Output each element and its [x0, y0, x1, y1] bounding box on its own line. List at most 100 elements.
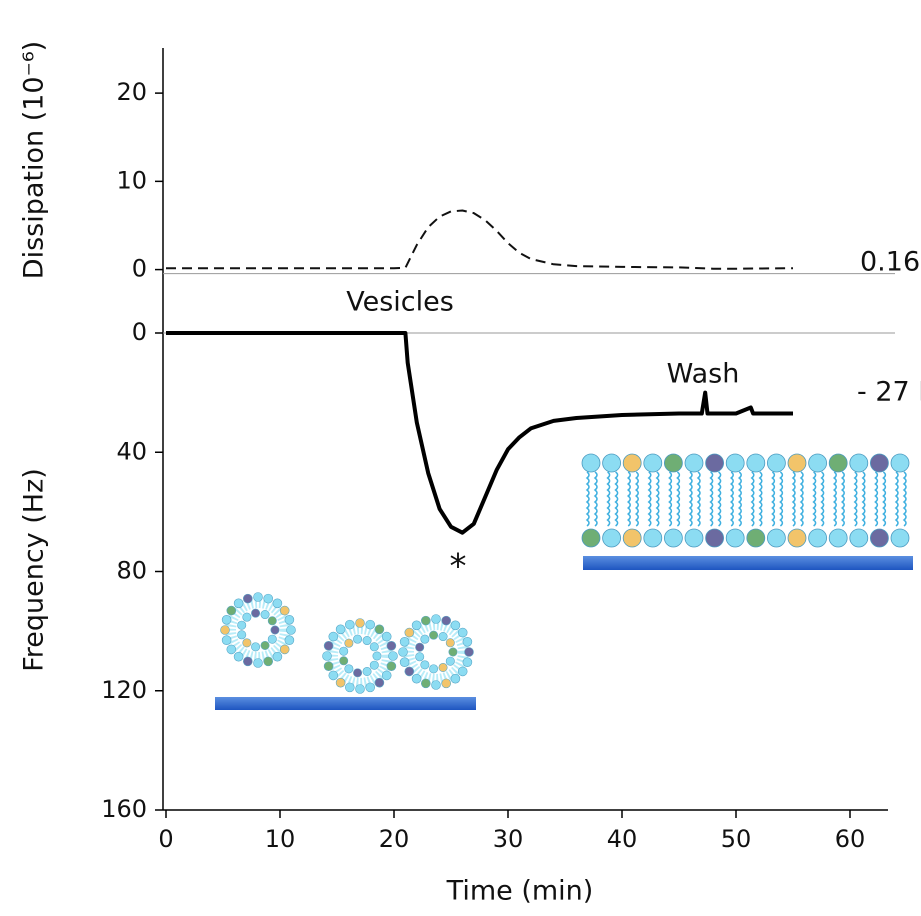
- lipid-head: [746, 453, 766, 473]
- lipid-tail: [717, 471, 722, 527]
- lipid-head: [870, 528, 889, 548]
- lipid-tail: [902, 471, 907, 527]
- y-axis-title: Dissipation (10⁻⁶): [19, 41, 50, 279]
- y-tick-label: 0: [132, 255, 147, 283]
- lipid-head: [438, 662, 448, 672]
- lipid-tail: [771, 471, 776, 527]
- lipid-head: [767, 453, 786, 473]
- lipid-head: [339, 646, 349, 656]
- x-tick-label: 30: [493, 825, 524, 853]
- lipid-head: [450, 620, 461, 631]
- lipid-head: [429, 630, 439, 640]
- lipid-head: [226, 605, 237, 616]
- lipid-head: [429, 664, 439, 674]
- lipid-tail: [688, 471, 693, 527]
- lipid-tail: [668, 471, 673, 527]
- annotation: - 27 Hz: [857, 377, 921, 408]
- x-tick-label: 20: [379, 825, 410, 853]
- lipid-tail: [779, 471, 784, 527]
- lipid-tail: [853, 471, 858, 527]
- x-axis-title: Time (min): [446, 876, 594, 907]
- y-tick-label: 80: [116, 557, 147, 585]
- lipid-tail: [820, 471, 825, 527]
- lipid-head: [344, 638, 354, 648]
- lipid-tail: [709, 471, 714, 527]
- lipid-head: [890, 528, 910, 548]
- lipid-tail: [737, 471, 742, 527]
- lipid-head: [328, 631, 339, 642]
- lipid-head: [420, 660, 430, 670]
- y-tick-label: 40: [116, 437, 147, 465]
- y-tick-label: 120: [101, 676, 147, 704]
- lipid-tail: [655, 471, 660, 527]
- lipid-head: [362, 636, 372, 646]
- lipid-head: [787, 453, 807, 473]
- lipid-head: [808, 453, 827, 473]
- annotation: 0.16: [860, 247, 920, 278]
- lipid-head: [420, 634, 430, 644]
- lipid-head: [355, 684, 365, 694]
- data-line: [166, 331, 793, 535]
- lipid-head: [445, 638, 455, 648]
- lipid-head: [226, 644, 237, 655]
- x-tick-label: 0: [158, 825, 173, 853]
- lipid-head: [602, 453, 621, 473]
- lipid-tail: [874, 471, 879, 527]
- lipid-head: [441, 678, 451, 689]
- lipid-head: [374, 624, 385, 635]
- lipid-head: [415, 642, 425, 652]
- lipid-head: [705, 528, 724, 548]
- lipid-head: [404, 666, 415, 677]
- lipid-head: [622, 528, 642, 548]
- lipid-tail: [606, 471, 611, 527]
- lipid-head: [323, 641, 334, 651]
- y-tick-label: 160: [101, 795, 147, 823]
- lipid-head: [272, 651, 283, 662]
- lipid-head: [353, 668, 363, 678]
- lipid-head: [263, 656, 273, 667]
- lipid-head: [267, 616, 277, 626]
- lipid-head: [323, 661, 334, 671]
- lipid-tail: [750, 471, 755, 527]
- lipid-head: [890, 453, 910, 473]
- lipid-tail: [729, 471, 734, 527]
- lipid-head: [339, 656, 349, 666]
- lipid-head: [828, 453, 848, 473]
- lipid-head: [335, 677, 346, 688]
- lipid-tail: [634, 471, 639, 527]
- lipid-head: [411, 620, 422, 631]
- lipid-head: [787, 528, 807, 548]
- lipid-head: [643, 453, 663, 473]
- illustration: [215, 453, 913, 710]
- lipid-head: [242, 638, 252, 648]
- lipid-head: [220, 625, 230, 635]
- lipid-head: [431, 680, 441, 690]
- lipid-tail: [696, 471, 701, 527]
- annotation: Wash: [667, 359, 740, 390]
- lipid-tail: [614, 471, 619, 527]
- lipid-head: [221, 615, 232, 625]
- lipid-tail: [758, 471, 763, 527]
- lipid-head: [421, 678, 431, 689]
- lipid-head: [253, 592, 263, 602]
- lipid-head: [411, 673, 422, 684]
- lipid-head: [270, 625, 280, 635]
- lipid-tail: [894, 471, 899, 527]
- lipid-head: [438, 632, 448, 642]
- lipid-head: [725, 528, 745, 548]
- lipid-head: [441, 615, 451, 626]
- lipid-head: [279, 644, 290, 655]
- lipid-head: [345, 619, 355, 630]
- lipid-head: [445, 656, 455, 666]
- substrate: [583, 556, 913, 570]
- annotation: Vesicles: [346, 287, 454, 318]
- lipid-head: [267, 634, 277, 644]
- lipid-head: [243, 656, 253, 667]
- lipid-head: [746, 528, 766, 548]
- lipid-head: [345, 682, 355, 693]
- lipid-head: [369, 642, 379, 652]
- lipid-head: [450, 673, 461, 684]
- lipid-head: [279, 605, 290, 616]
- lipid-head: [399, 657, 410, 667]
